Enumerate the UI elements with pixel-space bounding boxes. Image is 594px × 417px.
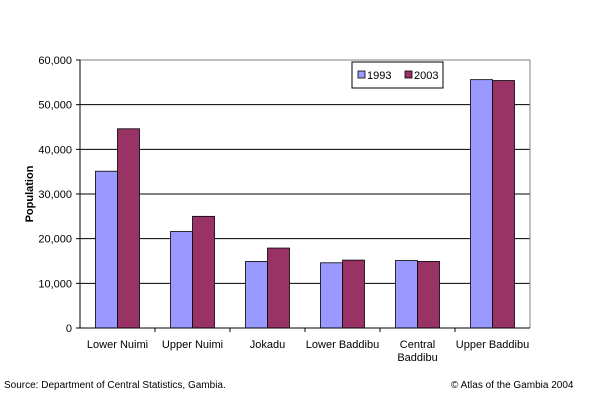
legend-label-1993: 1993: [367, 70, 391, 82]
legend: 1993 2003: [351, 61, 444, 89]
x-tick-label: Lower Baddibu: [306, 339, 379, 351]
y-tick-label: 30,000: [38, 189, 72, 201]
legend-swatch-2003: [404, 70, 413, 79]
y-tick-label: 10,000: [38, 278, 72, 290]
y-axis-label: Population: [24, 165, 36, 222]
y-tick-label: 0: [66, 323, 72, 335]
copyright-credit: © Atlas of the Gambia 2004: [451, 380, 574, 391]
y-tick-label: 20,000: [38, 234, 72, 246]
bar-1993: [245, 261, 268, 329]
x-tick-label: Jokadu: [250, 339, 285, 351]
y-tick-label: 60,000: [38, 55, 72, 67]
bar-1993: [470, 79, 493, 329]
bar-2003: [417, 261, 440, 329]
legend-label-2003: 2003: [414, 70, 438, 82]
bar-2003: [492, 80, 515, 329]
legend-box: [351, 61, 444, 89]
x-tick-label: Central Baddibu: [397, 339, 437, 364]
axes: 0 10,000 20,000 30,000 40,000 50,000 60,000 Low…: [38, 55, 531, 364]
y-tick-label: 40,000: [38, 144, 72, 156]
source-note: Source: Department of Central Statistics…: [4, 380, 226, 391]
gridlines: [80, 59, 530, 284]
bar-2003: [342, 259, 365, 329]
bar-2003: [267, 247, 290, 329]
bar-1993: [170, 231, 193, 329]
bar-2003: [192, 215, 215, 329]
bar-1993: [95, 170, 118, 329]
y-tick-label: 50,000: [38, 100, 72, 112]
bar-1993: [320, 262, 343, 329]
x-tick-label: Upper Baddibu: [456, 339, 529, 351]
x-tick-label: Lower Nuimi: [87, 339, 148, 351]
legend-swatch-1993: [357, 70, 366, 79]
bar-1993: [395, 260, 418, 329]
bar-2003: [117, 128, 140, 329]
x-tick-label: Upper Nuimi: [162, 339, 223, 351]
bars: [95, 79, 515, 329]
